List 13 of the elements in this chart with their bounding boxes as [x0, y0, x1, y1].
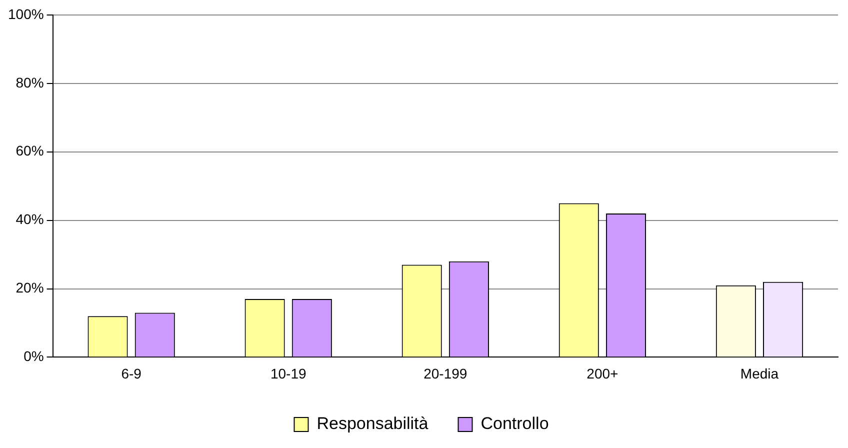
- y-tick-label: 60%: [16, 142, 44, 159]
- x-tick-label: 200+: [586, 365, 618, 382]
- x-tick-label: Media: [740, 365, 779, 382]
- x-tick-label: 20-199: [424, 365, 468, 382]
- y-tick-label: 20%: [16, 280, 44, 296]
- x-tick-label: 10-19: [270, 365, 306, 382]
- y-tick-label: 0%: [24, 348, 44, 364]
- legend-label: Responsabilità: [316, 414, 429, 434]
- legend-label: Controllo: [480, 414, 549, 434]
- y-tick-label: 100%: [8, 6, 44, 22]
- y-tick-label: 80%: [16, 74, 44, 90]
- y-tick-label: 40%: [16, 211, 44, 228]
- x-tick-label: 6-9: [121, 365, 142, 382]
